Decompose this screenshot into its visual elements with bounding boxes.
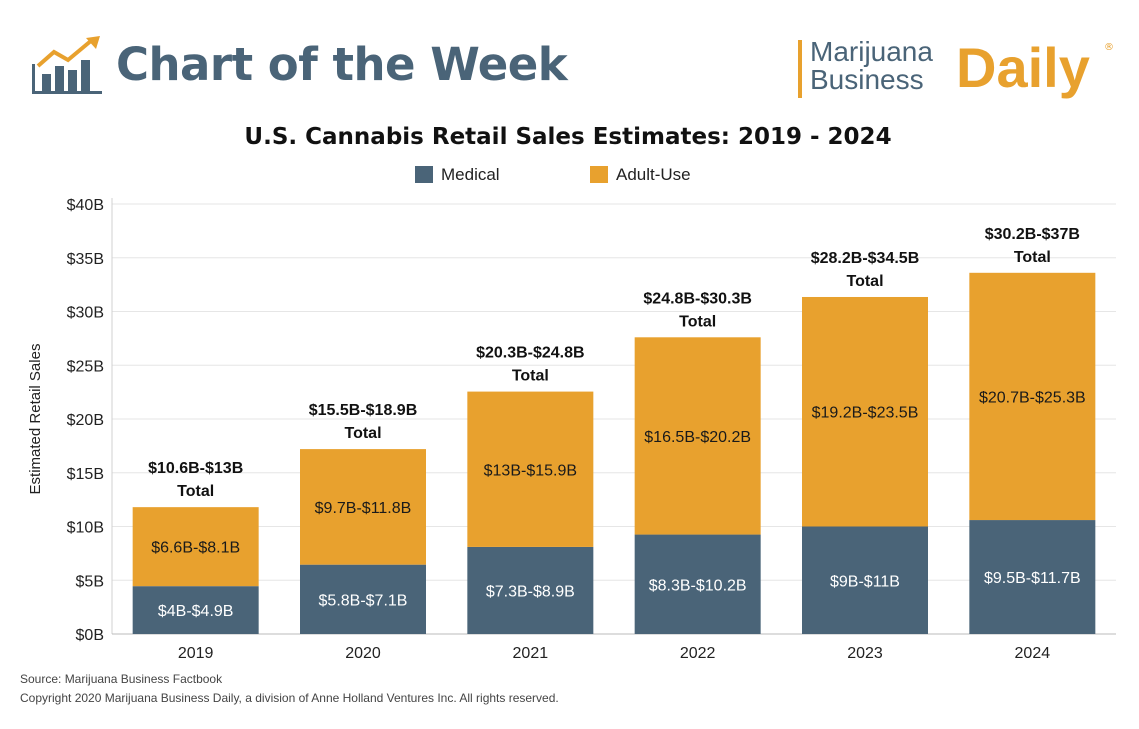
bar-medical-2024: [969, 520, 1096, 634]
data-label: $9.5B-$11.7B: [984, 570, 1081, 587]
bar-adult-use-2022: [634, 337, 761, 535]
copyright-note: Copyright 2020 Marijuana Business Daily,…: [20, 691, 559, 705]
data-label: $9B-$11B: [830, 573, 900, 590]
data-label: $5.8B-$7.1B: [319, 592, 408, 609]
bar-adult-use-2020: [300, 449, 426, 565]
legend-label-2: Adult-Use: [616, 165, 691, 184]
total-word-label: Total: [846, 273, 883, 290]
data-label: $13B-$15.9B: [484, 462, 577, 479]
stacked-bar-chart: U.S. Cannabis Retail Sales Estimates: 20…: [27, 124, 1116, 662]
chart-title: U.S. Cannabis Retail Sales Estimates: 20…: [244, 124, 891, 150]
bar-adult-use-2023: [802, 296, 928, 527]
bar-medical-2019: [132, 586, 259, 634]
x-tick-label: 2022: [680, 645, 716, 662]
data-label: $8.3B-$10.2B: [649, 577, 747, 594]
total-range-label: $10.6B-$13B: [148, 460, 243, 477]
data-label: $4B-$4.9B: [158, 603, 234, 620]
bar-adult-use-2021: [467, 391, 594, 547]
y-tick-label: $0B: [76, 627, 104, 644]
legend-label-1: Medical: [441, 165, 500, 184]
bar-adult-use-2024: [969, 272, 1096, 521]
total-word-label: Total: [177, 483, 214, 500]
data-label: $16.5B-$20.2B: [644, 429, 751, 446]
y-axis-label: Estimated Retail Sales: [27, 344, 44, 495]
total-word-label: Total: [679, 313, 716, 330]
x-tick-label: 2019: [178, 645, 214, 662]
bar-medical-2022: [634, 534, 761, 634]
header: Chart of the Week Marijuana Business Dai…: [0, 0, 1139, 110]
total-word-label: Total: [512, 368, 549, 385]
data-label: $7.3B-$8.9B: [486, 583, 575, 600]
y-tick-label: $10B: [67, 520, 104, 537]
total-word-label: Total: [1014, 249, 1051, 266]
source-note: Source: Marijuana Business Factbook: [20, 672, 223, 686]
page-title: Chart of the Week: [116, 38, 568, 91]
y-tick-label: $25B: [67, 358, 104, 375]
total-range-label: $20.3B-$24.8B: [476, 345, 585, 362]
x-tick-label: 2020: [345, 645, 381, 662]
data-label: $20.7B-$25.3B: [979, 389, 1086, 406]
bar-medical-2023: [802, 526, 928, 634]
x-tick-label: 2021: [513, 645, 549, 662]
y-tick-label: $30B: [67, 305, 104, 322]
footer: Source: Marijuana Business Factbook Copy…: [20, 670, 559, 708]
bar-adult-use-2019: [132, 507, 259, 587]
x-tick-label: 2024: [1015, 645, 1051, 662]
total-word-label: Total: [344, 425, 381, 442]
bar-chart-trend-icon: [32, 36, 102, 94]
data-label: $6.6B-$8.1B: [151, 540, 240, 557]
legend-swatch-1: [415, 166, 433, 183]
x-tick-label: 2023: [847, 645, 883, 662]
total-range-label: $24.8B-$30.3B: [643, 290, 752, 307]
bar-medical-2021: [467, 546, 594, 634]
data-label: $9.7B-$11.8B: [315, 500, 412, 517]
data-label: $19.2B-$23.5B: [812, 405, 919, 422]
legend-swatch-2: [590, 166, 608, 183]
bar-medical-2020: [300, 564, 426, 634]
total-range-label: $28.2B-$34.5B: [811, 250, 920, 267]
total-range-label: $15.5B-$18.9B: [309, 402, 418, 419]
y-tick-label: $40B: [67, 197, 104, 214]
marijuana-business-daily-logo: Marijuana Business Daily ®: [798, 38, 1114, 104]
y-tick-label: $20B: [67, 412, 104, 429]
total-range-label: $30.2B-$37B: [985, 226, 1080, 243]
y-tick-label: $35B: [67, 251, 104, 268]
y-tick-label: $5B: [76, 573, 104, 590]
y-tick-label: $15B: [67, 466, 104, 483]
